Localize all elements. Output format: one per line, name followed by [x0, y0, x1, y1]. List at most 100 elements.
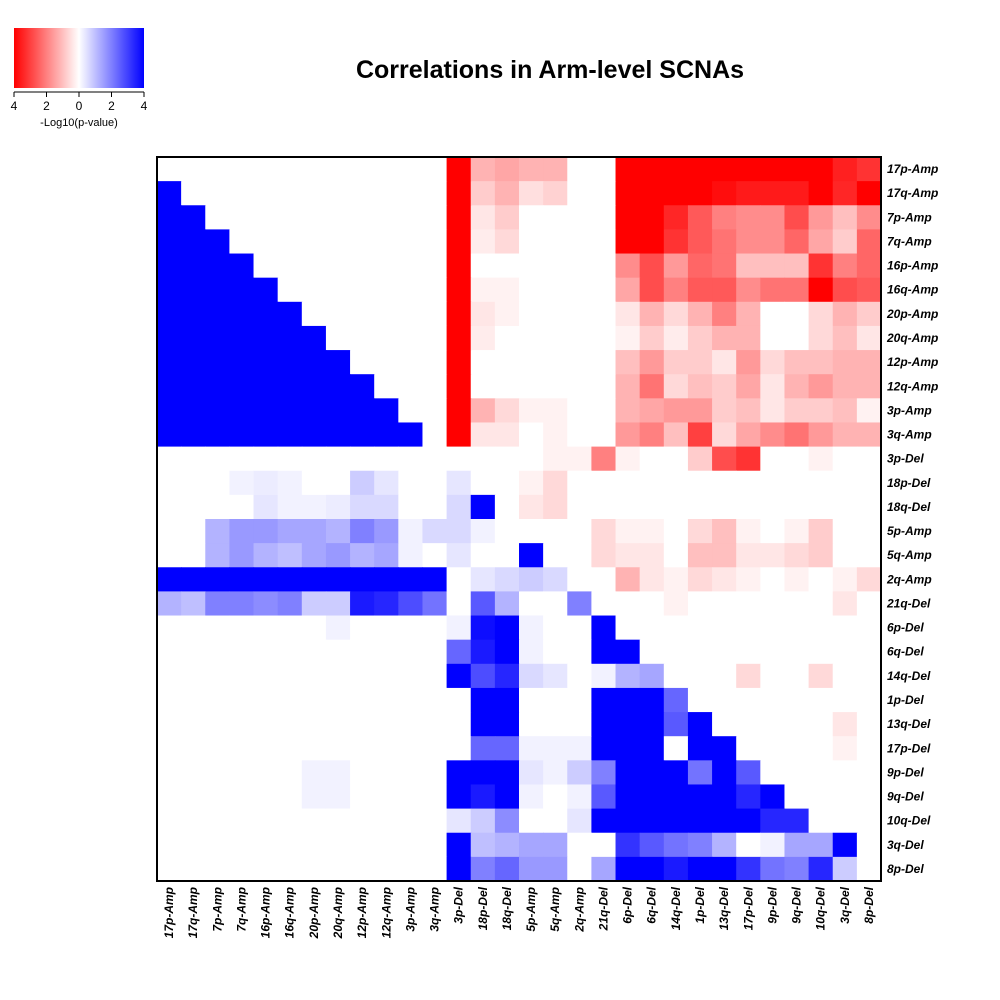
heatmap-cell [494, 446, 520, 472]
heatmap-cell [205, 615, 230, 641]
heatmap-cell [301, 808, 327, 834]
heatmap-cell [205, 519, 230, 544]
heatmap-cell [808, 374, 834, 399]
heatmap-cell [301, 712, 327, 737]
heatmap-cell [446, 253, 472, 279]
heatmap-cell [687, 253, 713, 279]
heatmap-cell [374, 663, 399, 689]
heatmap-cell [277, 760, 303, 786]
heatmap-cell [567, 325, 592, 351]
heatmap-cell [639, 615, 665, 641]
heatmap-cell [856, 808, 882, 834]
heatmap-cell [422, 181, 448, 206]
heatmap-cell [325, 301, 351, 327]
heatmap-cell [712, 639, 737, 665]
heatmap-cell [253, 591, 279, 617]
heatmap-cell [422, 205, 448, 230]
heatmap-cell [157, 519, 182, 544]
heatmap-cell [687, 567, 713, 592]
heatmap-cell [470, 277, 496, 303]
heatmap-cell [712, 784, 737, 810]
heatmap-cell [760, 253, 786, 279]
heatmap-cell [639, 712, 665, 737]
heatmap-cell [253, 663, 279, 689]
heatmap-cell [712, 205, 737, 230]
heatmap-cell [591, 350, 617, 375]
heatmap-cell [712, 446, 737, 472]
heatmap-cell [446, 446, 472, 472]
heatmap-cell [736, 205, 761, 230]
heatmap-cell [856, 736, 882, 761]
heatmap-cell [615, 639, 641, 665]
heatmap-cell [615, 567, 641, 592]
heatmap-cell [784, 301, 810, 327]
color-legend: 4 2 0 2 4 -Log10(p-value) [11, 28, 148, 129]
heatmap-cell [205, 181, 230, 206]
heatmap-cell [157, 301, 182, 327]
heatmap-cell [856, 712, 882, 737]
heatmap-cell [277, 325, 303, 351]
heatmap-cell [398, 519, 424, 544]
heatmap-cell [543, 712, 568, 737]
column-label: 3p-Amp [403, 887, 417, 932]
heatmap-cell [856, 446, 882, 472]
heatmap-cell [856, 181, 882, 206]
heatmap-cell [205, 687, 230, 713]
heatmap-cell [350, 325, 375, 351]
heatmap-cell [205, 470, 230, 496]
heatmap-cell [350, 253, 375, 279]
heatmap-cell [422, 543, 448, 568]
heatmap-cell [784, 181, 810, 206]
heatmap-cell [446, 808, 472, 834]
heatmap-cell [615, 325, 641, 351]
heatmap-cell [205, 639, 230, 665]
heatmap-cell [253, 736, 279, 761]
heatmap-cell [663, 253, 689, 279]
heatmap-cell [277, 856, 303, 882]
heatmap-cell [253, 374, 279, 399]
heatmap-cell [712, 615, 737, 641]
heatmap-cell [325, 832, 351, 858]
heatmap-cell [157, 808, 182, 834]
heatmap-cell [760, 181, 786, 206]
heatmap-cell [519, 446, 544, 472]
heatmap-cell [615, 736, 641, 761]
heatmap-cell [760, 157, 786, 182]
heatmap-cell [784, 229, 810, 255]
heatmap-cell [229, 494, 255, 520]
heatmap-cell [832, 591, 858, 617]
heatmap-cell [181, 832, 206, 858]
heatmap-cell [663, 712, 689, 737]
column-label: 8p-Del [862, 886, 876, 923]
heatmap-cell [494, 229, 520, 255]
heatmap-cell [325, 856, 351, 882]
heatmap-cell [567, 567, 592, 592]
heatmap-cell [494, 736, 520, 761]
heatmap-cell [277, 567, 303, 592]
heatmap-cell [470, 856, 496, 882]
heatmap-cell [398, 446, 424, 472]
heatmap-cell [422, 350, 448, 375]
heatmap-cell [736, 784, 761, 810]
heatmap-cell [736, 519, 761, 544]
heatmap-cell [736, 325, 761, 351]
heatmap-cell [687, 687, 713, 713]
heatmap-cell [784, 736, 810, 761]
heatmap-cell [663, 736, 689, 761]
heatmap-cell [229, 301, 255, 327]
heatmap-cell [253, 422, 279, 448]
heatmap-cell [398, 253, 424, 279]
heatmap-cell [301, 856, 327, 882]
legend-tick-label: 4 [11, 99, 18, 113]
heatmap-cell [856, 494, 882, 520]
heatmap-cell [736, 712, 761, 737]
heatmap-cell [229, 615, 255, 641]
heatmap-cell [253, 784, 279, 810]
heatmap-cell [494, 374, 520, 399]
heatmap-cell [229, 663, 255, 689]
heatmap-cell [229, 277, 255, 303]
heatmap-cell [736, 760, 761, 786]
heatmap-cell [350, 567, 375, 592]
heatmap-cell [712, 398, 737, 424]
heatmap-cell [229, 205, 255, 230]
